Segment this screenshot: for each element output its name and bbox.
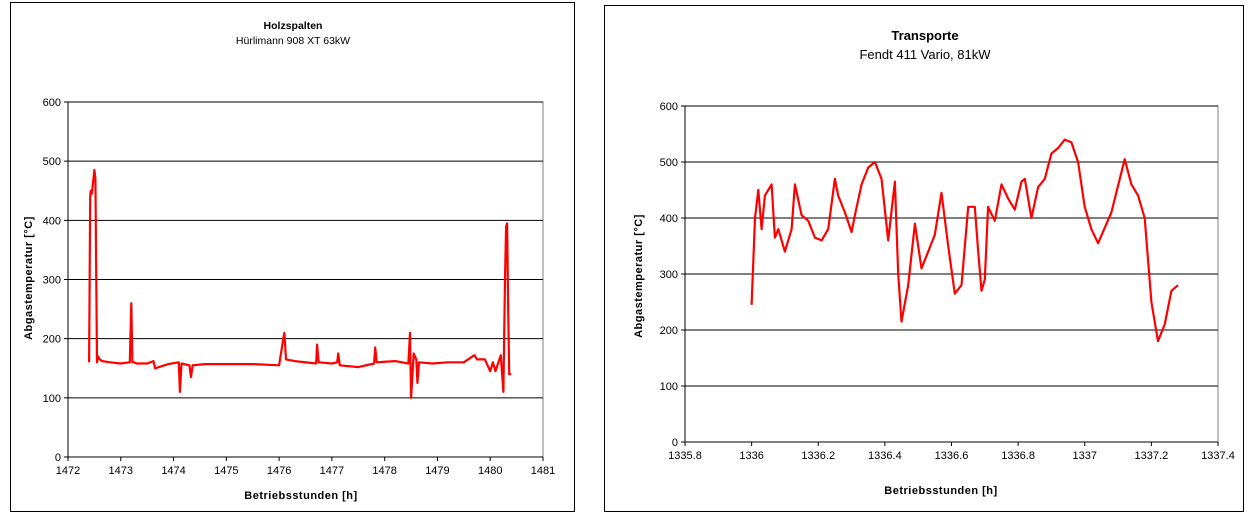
x-tick-label: 1336.4 <box>868 450 902 462</box>
y-tick-label: 100 <box>43 393 61 405</box>
x-tick-label: 1336.6 <box>935 450 969 462</box>
y-tick-label: 0 <box>55 452 61 464</box>
x-tick-label: 1335.8 <box>668 450 702 462</box>
y-tick-label: 500 <box>43 156 61 168</box>
x-tick-label: 1336.2 <box>801 450 835 462</box>
chart-title: Transporte <box>891 28 958 43</box>
y-tick-label: 600 <box>43 97 61 109</box>
y-tick-label: 0 <box>672 437 678 449</box>
y-tick-label: 400 <box>43 215 61 227</box>
chart-title: Holzspalten <box>264 20 323 32</box>
x-tick-label: 1336 <box>739 450 763 462</box>
x-tick-label: 1472 <box>56 465 80 477</box>
x-tick-label: 1337.2 <box>1135 450 1169 462</box>
x-tick-label: 1337.4 <box>1201 450 1235 462</box>
x-tick-label: 1474 <box>161 465 185 477</box>
chart-panel-holzspalten: Holzspalten Hürlimann 908 XT 63kW Betrie… <box>10 2 575 512</box>
x-tick-label: 1476 <box>267 465 291 477</box>
y-tick-label: 400 <box>660 213 678 225</box>
y-tick-label: 200 <box>660 325 678 337</box>
chart-subtitle: Fendt 411 Vario, 81kW <box>859 47 991 62</box>
x-tick-label: 1478 <box>372 465 396 477</box>
x-tick-label: 1473 <box>109 465 133 477</box>
series-line <box>750 138 1179 343</box>
x-tick-label: 1477 <box>320 465 344 477</box>
x-tick-label: 1479 <box>425 465 449 477</box>
y-tick-label: 500 <box>660 157 678 169</box>
y-axis-label: Abgastemperatur [°C] <box>23 216 35 340</box>
chart-subtitle: Hürlimann 908 XT 63kW <box>236 35 350 47</box>
x-tick-label: 1480 <box>478 465 502 477</box>
y-tick-label: 300 <box>660 269 678 281</box>
y-tick-label: 200 <box>43 334 61 346</box>
x-axis-label: Betriebsstunden [h] <box>244 490 357 502</box>
chart-svg-transporte: Transporte Fendt 411 Vario, 81kW Betrieb… <box>633 28 1235 497</box>
chart-panel-transporte: Transporte Fendt 411 Vario, 81kW Betrieb… <box>604 5 1244 512</box>
y-tick-label: 600 <box>660 101 678 113</box>
x-axis-label: Betriebsstunden [h] <box>884 485 997 497</box>
x-tick-label: 1336.8 <box>1001 450 1035 462</box>
y-axis-label: Abgastemperatur [°C] <box>633 214 645 338</box>
x-tick-label: 1481 <box>531 465 555 477</box>
y-tick-label: 300 <box>43 275 61 287</box>
series-line <box>88 168 512 399</box>
y-tick-label: 100 <box>660 381 678 393</box>
x-tick-label: 1475 <box>214 465 238 477</box>
x-tick-label: 1337 <box>1073 450 1097 462</box>
chart-svg-holzspalten: Holzspalten Hürlimann 908 XT 63kW Betrie… <box>23 20 555 502</box>
